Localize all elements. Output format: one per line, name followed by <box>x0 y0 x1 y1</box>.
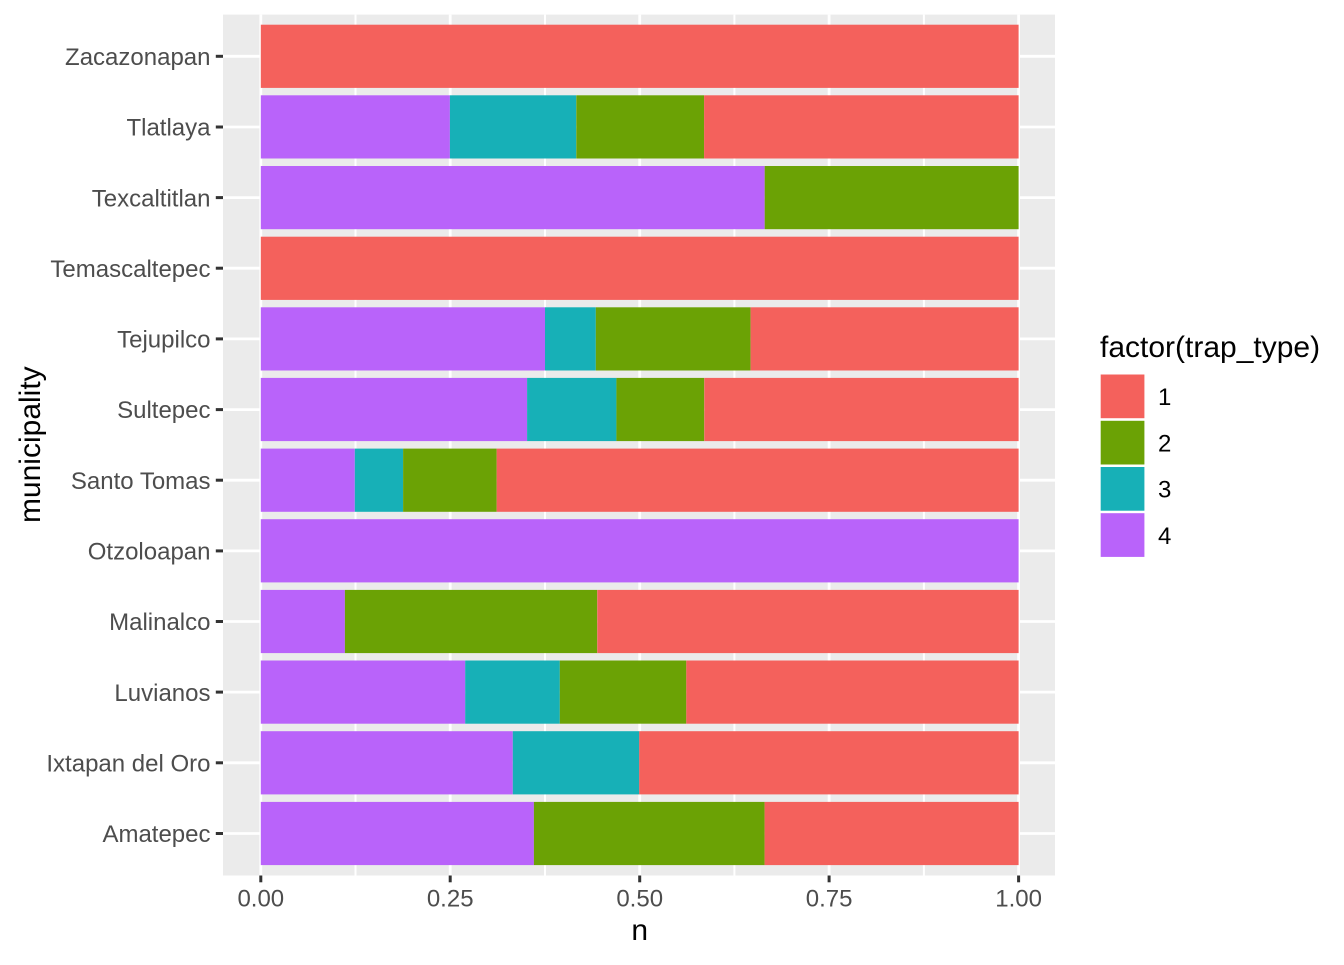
svg-text:municipality: municipality <box>14 366 47 523</box>
svg-text:3: 3 <box>1158 477 1171 504</box>
svg-text:Luvianos: Luvianos <box>114 680 210 707</box>
svg-text:Tlatlaya: Tlatlaya <box>126 115 211 142</box>
svg-text:Temascaltepec: Temascaltepec <box>50 256 210 283</box>
svg-text:Malinalco: Malinalco <box>109 609 210 636</box>
svg-text:2: 2 <box>1158 430 1171 457</box>
svg-text:Amatepec: Amatepec <box>102 821 210 848</box>
svg-text:Texcaltitlan: Texcaltitlan <box>92 185 211 212</box>
svg-text:4: 4 <box>1158 523 1171 550</box>
svg-text:1.00: 1.00 <box>995 885 1042 912</box>
svg-text:1: 1 <box>1158 384 1171 411</box>
svg-text:Tejupilco: Tejupilco <box>117 327 210 354</box>
svg-text:0.50: 0.50 <box>616 885 663 912</box>
svg-text:n: n <box>631 914 648 947</box>
svg-text:Otzoloapan: Otzoloapan <box>88 539 211 566</box>
svg-text:0.25: 0.25 <box>427 885 474 912</box>
svg-text:Sultepec: Sultepec <box>117 397 210 424</box>
svg-text:Santo Tomas: Santo Tomas <box>71 468 211 495</box>
svg-text:Zacazonapan: Zacazonapan <box>65 44 210 71</box>
svg-text:0.75: 0.75 <box>806 885 853 912</box>
svg-text:factor(trap_type): factor(trap_type) <box>1100 331 1320 364</box>
svg-text:Ixtapan del Oro: Ixtapan del Oro <box>46 751 210 778</box>
svg-text:0.00: 0.00 <box>237 885 284 912</box>
